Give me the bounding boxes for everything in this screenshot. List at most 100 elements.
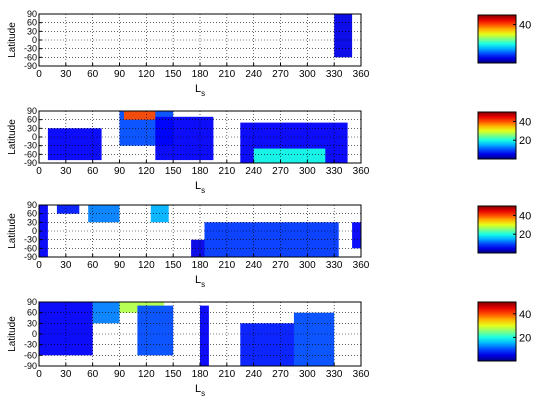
y-tick-label: -30 — [24, 235, 37, 245]
x-tick-label: 120 — [138, 166, 155, 177]
x-tick-label: 180 — [192, 166, 209, 177]
y-tick-label: 30 — [27, 318, 37, 328]
y-tick-label: 0 — [32, 35, 37, 45]
y-tick-label: 30 — [27, 123, 37, 133]
x-axis-label: Ls — [195, 180, 205, 195]
x-tick-label: 60 — [87, 369, 99, 380]
y-tick-label: 90 — [27, 297, 37, 307]
x-tick-label: 0 — [36, 166, 42, 177]
x-tick-label: 150 — [165, 369, 182, 380]
panel-1: 0 30 60 90 120 150 180 210 240 270 300 330 360906030… — [7, 9, 531, 98]
x-tick-label: 150 — [165, 69, 182, 80]
data-region-7 — [293, 312, 335, 366]
colorbar: 40 20 — [477, 205, 531, 254]
x-tick-label: 180 — [192, 369, 209, 380]
x-tick-label: 60 — [87, 166, 99, 177]
x-axis-label-subscript: s — [201, 389, 205, 398]
y-tick-label: 30 — [27, 217, 37, 227]
x-tick-label: 300 — [299, 260, 316, 271]
x-tick-label: 30 — [60, 69, 72, 80]
data-region-5 — [191, 239, 205, 257]
x-tick-label: 210 — [218, 166, 235, 177]
data-region-2 — [56, 205, 80, 214]
colorbar-tick-label: 40 — [519, 309, 531, 321]
x-tick-label: 120 — [138, 69, 155, 80]
x-tick-label: 150 — [165, 166, 182, 177]
data-region-1 — [39, 302, 93, 356]
x-tick-label: 270 — [272, 166, 289, 177]
y-axis-label: Latitude — [7, 213, 18, 249]
y-tick-label: -30 — [24, 141, 37, 151]
colorbar-gradient — [477, 14, 517, 64]
y-tick-label: 60 — [27, 115, 37, 125]
y-tick-label: -60 — [24, 52, 37, 62]
panel-2: 0 30 60 90 120 150 180 210 240 270 300 330 360906030… — [7, 106, 531, 195]
x-tick-label: 240 — [245, 260, 262, 271]
x-axis-label-subscript: s — [201, 89, 205, 98]
x-tick-label: 240 — [245, 369, 262, 380]
x-axis: 0 30 60 90 120 150 180 210 240 270 300 330 360 — [36, 363, 370, 380]
data-region-1 — [47, 128, 102, 161]
y-tick-label: 0 — [32, 132, 37, 142]
x-tick-label: 300 — [299, 166, 316, 177]
x-tick-label: 90 — [114, 69, 126, 80]
y-axis-label: Latitude — [7, 22, 18, 58]
x-axis: 0 30 60 90 120 150 180 210 240 270 300 330 360 — [36, 254, 370, 271]
x-tick-label: 120 — [138, 369, 155, 380]
x-axis: 0 30 60 90 120 150 180 210 240 270 300 330 360 — [36, 160, 370, 177]
x-tick-label: 330 — [326, 69, 343, 80]
x-tick-label: 120 — [138, 260, 155, 271]
colorbar-tick-label: 40 — [519, 20, 531, 32]
panel-3: 0 30 60 90 120 150 180 210 240 270 300 330 360906030… — [7, 200, 531, 289]
y-tick-label: -90 — [24, 361, 37, 371]
colorbar-tick-label: 40 — [519, 210, 531, 222]
y-tick-label: 30 — [27, 26, 37, 36]
data-region-5 — [200, 305, 209, 366]
y-tick-label: 90 — [27, 106, 37, 116]
data-region-1 — [334, 14, 353, 58]
x-tick-label: 300 — [299, 69, 316, 80]
y-tick-label: -60 — [24, 243, 37, 253]
x-tick-label: 210 — [218, 69, 235, 80]
data-region-1 — [39, 205, 48, 257]
x-tick-label: 330 — [326, 260, 343, 271]
data-region-6 — [204, 222, 339, 257]
colorbar: 40 20 — [477, 111, 531, 160]
y-tick-label: 90 — [27, 9, 37, 19]
x-tick-label: 360 — [353, 166, 370, 177]
data-region-6 — [253, 148, 326, 163]
x-axis-label-subscript: s — [201, 280, 205, 289]
colorbar-tick-label: 20 — [519, 229, 531, 241]
x-tick-label: 0 — [36, 69, 42, 80]
x-tick-label: 0 — [36, 260, 42, 271]
x-tick-label: 90 — [114, 260, 126, 271]
x-tick-label: 360 — [353, 69, 370, 80]
y-tick-label: -30 — [24, 44, 37, 54]
y-tick-label: -90 — [24, 252, 37, 262]
x-tick-label: 330 — [326, 166, 343, 177]
data-regions — [47, 111, 348, 163]
colorbar-gradient — [477, 205, 517, 254]
x-axis-label: Ls — [195, 83, 205, 98]
colorbar-gradient — [477, 301, 517, 362]
y-axis-label: Latitude — [7, 119, 18, 155]
colorbar: 40 20 — [477, 301, 531, 362]
y-tick-label: -30 — [24, 340, 37, 350]
x-tick-label: 210 — [218, 369, 235, 380]
data-region-2 — [92, 302, 120, 324]
colorbar-tick-label: 20 — [519, 135, 531, 147]
x-tick-label: 360 — [353, 369, 370, 380]
colorbar-gradient — [477, 111, 517, 160]
colorbar-tick-label: 40 — [519, 116, 531, 128]
x-tick-label: 60 — [87, 69, 99, 80]
x-tick-label: 150 — [165, 260, 182, 271]
data-regions — [39, 302, 335, 366]
x-tick-label: 90 — [114, 369, 126, 380]
x-axis: 0 30 60 90 120 150 180 210 240 270 300 330 360 — [36, 63, 370, 80]
x-tick-label: 0 — [36, 369, 42, 380]
